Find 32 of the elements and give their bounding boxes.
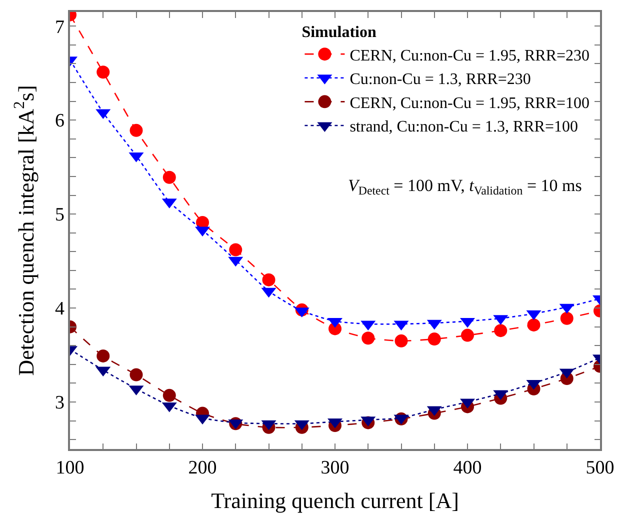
y-tick-label: 3 [54,392,64,414]
y-tick-label: 7 [54,16,64,38]
annotation: V$_{Detect}$ = 100 mV, t$_{Validation}$ = 10 ms [348,176,582,198]
x-axis-title: Training quench current [A] [211,488,459,513]
legend-label: strand, Cu:non-Cu = 1.3, RRR=100 [350,118,578,136]
point [527,318,540,332]
point [96,349,110,362]
legend-label: CERN, Cu:non-Cu = 1.95, RRR=230 [350,47,590,64]
point [96,66,110,79]
point [162,388,176,402]
y-tick-label: 6 [54,110,64,132]
x-tick-label: 300 [320,458,350,479]
point [560,312,574,325]
point [461,328,474,342]
point [130,368,143,382]
point [428,332,441,346]
y-tick-label: 5 [54,204,64,226]
legend-label: CERN, Cu:non-Cu = 1.95, RRR=100 [350,94,590,112]
point [130,124,143,137]
point [162,170,176,184]
point [394,334,408,348]
point [494,324,508,338]
y-tick-label: 4 [54,298,65,320]
point [362,332,375,345]
x-tick-label: 100 [56,458,84,479]
point [262,273,276,286]
x-tick-label: 500 [586,458,614,479]
x-tick-label: 200 [188,458,217,479]
legend-label: Cu:non-Cu = 1.3, RRR=230 [350,71,531,88]
legend-title: Simulation [302,24,376,42]
x-tick-label: 400 [453,458,482,479]
point [229,243,242,256]
